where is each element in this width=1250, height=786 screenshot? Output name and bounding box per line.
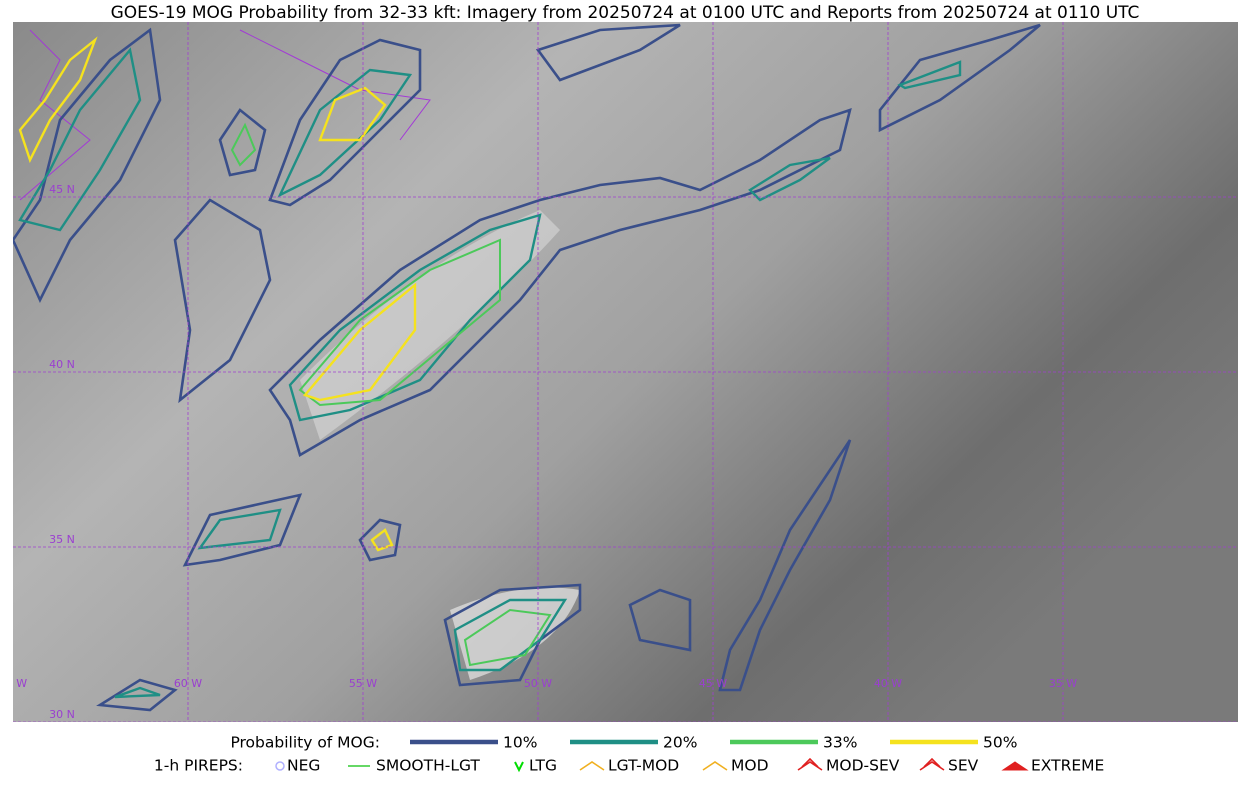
pirep-symbol xyxy=(702,761,728,771)
legend-label: 20% xyxy=(663,734,697,752)
lon-label: 65 W xyxy=(0,677,27,690)
lat-label: 40 N xyxy=(49,358,75,371)
map: 65 W 60 W 55 W 50 W 45 W 40 W 35 W 45 N 40 N 35 N… xyxy=(0,22,1238,722)
legend-label: 33% xyxy=(823,734,857,752)
pirep-label: SEV xyxy=(948,757,979,775)
pirep-label: MOD-SEV xyxy=(826,757,900,775)
legend-title: 1-h PIREPS: xyxy=(154,757,243,775)
pirep-symbol xyxy=(579,761,605,771)
pirep-symbol xyxy=(919,757,945,771)
contours xyxy=(13,23,1041,712)
pirep-symbol xyxy=(797,757,823,771)
legend-label: 50% xyxy=(983,734,1017,752)
graticule: 65 W 60 W 55 W 50 W 45 W 40 W 35 W 45 N 40 N 35 N… xyxy=(0,22,1238,722)
lon-label: 55 W xyxy=(349,677,377,690)
pirep-label: MOD xyxy=(731,757,769,775)
lon-label: 40 W xyxy=(874,677,902,690)
pirep-label: EXTREME xyxy=(1031,757,1104,775)
pirep-label: NEG xyxy=(287,757,320,775)
lon-label: 60 W xyxy=(174,677,202,690)
lon-label: 45 W xyxy=(699,677,727,690)
legend: Probability of MOG: 10% 20% 33% 50% 1-h PIREP… xyxy=(154,734,1104,775)
pirep-symbol xyxy=(275,761,285,771)
pirep-symbol xyxy=(1001,761,1029,771)
legend-label: 10% xyxy=(503,734,537,752)
lon-label: 35 W xyxy=(1049,677,1077,690)
lat-label: 35 N xyxy=(49,533,75,546)
lon-label: 50 W xyxy=(524,677,552,690)
lat-label: 45 N xyxy=(49,183,75,196)
lat-label: 30 N xyxy=(49,708,75,721)
legend-title: Probability of MOG: xyxy=(230,734,380,752)
pirep-label: LTG xyxy=(529,757,557,775)
bright-cloud xyxy=(450,587,580,680)
pirep-symbol xyxy=(514,761,524,773)
bright-cloud xyxy=(300,210,560,440)
pirep-label: LGT-MOD xyxy=(608,757,679,775)
pirep-label: SMOOTH-LGT xyxy=(376,757,480,775)
title: GOES-19 MOG Probability from 32-33 kft: … xyxy=(111,3,1140,23)
